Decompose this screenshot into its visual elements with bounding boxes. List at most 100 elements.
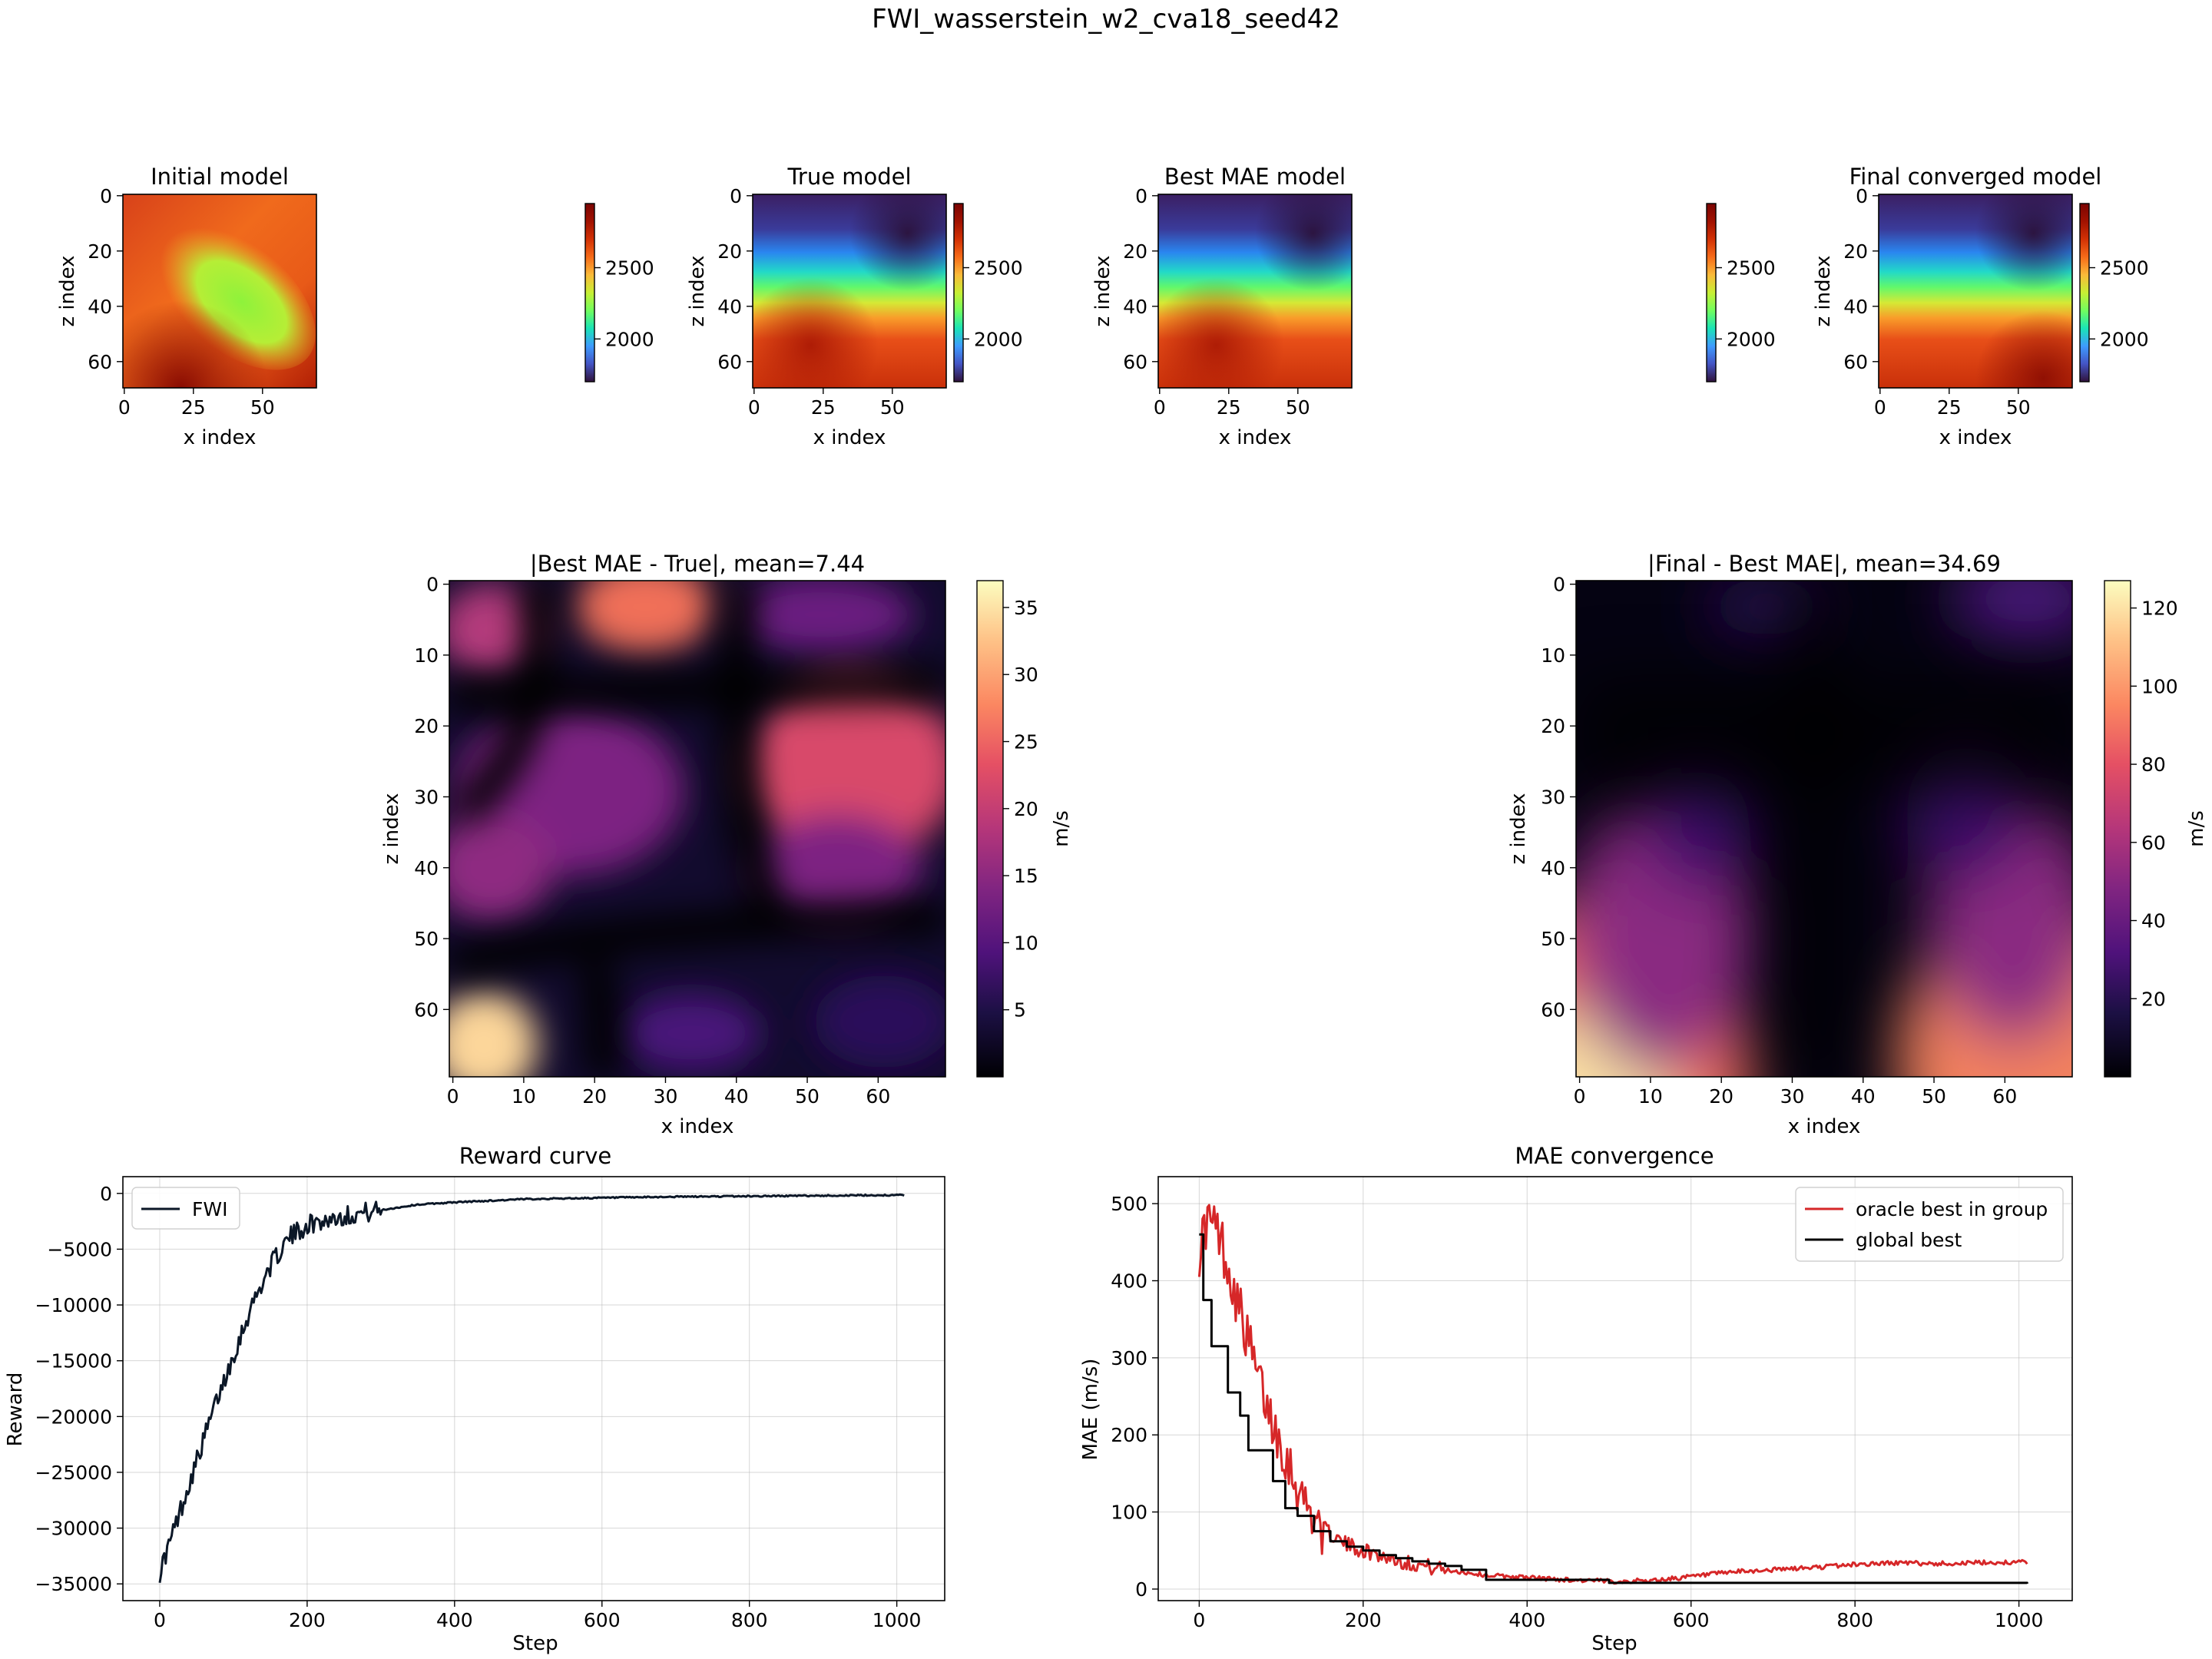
y-tick-label: 40 [1541, 857, 1565, 879]
colorbar-tick-label: 2000 [974, 328, 1023, 350]
panel-title: MAE convergence [1515, 1143, 1714, 1169]
y-tick-label: 60 [1541, 998, 1565, 1021]
x-axis-label: Step [512, 1632, 558, 1655]
x-tick-label: 1000 [1995, 1609, 2044, 1631]
colorbar-tick-label: 2000 [605, 328, 654, 350]
colorbar-label: m/s [1050, 810, 1073, 847]
panel-final-minus-best-mae: |Final - Best MAE|, mean=34.69 [1507, 551, 2208, 1138]
y-tick-label: −20000 [35, 1406, 112, 1428]
y-tick-label: 0 [1135, 185, 1147, 207]
series-line-0 [158, 1193, 905, 1583]
y-tick-label: 10 [1541, 644, 1565, 667]
axes-frame [1878, 194, 2073, 389]
x-tick-label: 50 [1922, 1085, 1946, 1108]
colorbar-tick-label: 25 [1014, 731, 1038, 753]
y-axis-label: z index [1091, 255, 1114, 326]
x-tick-label: 0 [118, 396, 131, 419]
colorbar-tick-label: 15 [1014, 865, 1038, 887]
y-tick-label: 50 [414, 928, 439, 950]
y-tick-label: 40 [88, 296, 112, 318]
y-tick-label: 0 [1856, 185, 1868, 207]
series-line-1 [1199, 1233, 2028, 1584]
y-axis-label: z index [56, 255, 79, 326]
y-tick-label: 10 [414, 644, 439, 667]
x-axis-label: x index [661, 1115, 734, 1138]
x-tick-label: 30 [1780, 1085, 1805, 1108]
panel-title: Final converged model [1849, 164, 2102, 190]
y-tick-label: 0 [1553, 574, 1565, 596]
y-tick-label: 20 [88, 240, 112, 263]
y-tick-label: −35000 [35, 1573, 112, 1595]
y-tick-label: 40 [414, 857, 439, 879]
legend: oracle best in group global best [1795, 1187, 2064, 1262]
x-tick-label: 0 [1154, 396, 1166, 419]
y-tick-label: −30000 [35, 1518, 112, 1540]
y-tick-label: 40 [717, 296, 742, 318]
y-tick-label: 0 [1135, 1578, 1147, 1601]
axes-frame [1575, 580, 2073, 1078]
panel-best-mae-minus-true: |Best MAE - True|, mean=7.44 [380, 551, 1073, 1138]
y-tick-label: 400 [1111, 1270, 1147, 1292]
y-tick-label: 20 [414, 715, 439, 737]
axes-frame [122, 194, 317, 389]
panel-title: True model [786, 164, 911, 190]
y-tick-label: 30 [1541, 786, 1565, 808]
x-tick-label: 0 [447, 1085, 459, 1108]
colorbar-tick-label: 80 [2141, 753, 2166, 776]
colorbar-tick-label: 2500 [605, 257, 654, 280]
colorbar-tick-label: 40 [2141, 910, 2166, 932]
heatmap-image [449, 581, 945, 1077]
x-tick-label: 40 [1851, 1085, 1876, 1108]
colorbar [2079, 203, 2090, 382]
axes-frame [752, 194, 947, 389]
x-tick-label: 400 [1508, 1609, 1545, 1631]
y-tick-label: 20 [717, 240, 742, 263]
x-tick-label: 25 [181, 396, 206, 419]
legend-label: FWI [192, 1198, 227, 1220]
y-tick-label: 20 [1123, 240, 1147, 263]
axes-frame [1157, 194, 1353, 389]
colorbar-tick-label: 2500 [2100, 257, 2149, 280]
axes-frame [449, 580, 946, 1078]
axes-frame [122, 1176, 945, 1601]
x-tick-label: 50 [795, 1085, 820, 1108]
figure-title: FWI_wasserstein_w2_cva18_seed42 [872, 4, 1340, 35]
y-tick-label: 0 [100, 1183, 112, 1205]
colorbar-tick-label: 2000 [1727, 328, 1776, 350]
x-axis-label: x index [813, 426, 886, 449]
panel-title: |Final - Best MAE|, mean=34.69 [1647, 551, 2001, 577]
legend-box [131, 1187, 240, 1230]
y-axis-label: z index [380, 793, 403, 864]
x-tick-label: 50 [1286, 396, 1310, 419]
panel-final-converged-model: Final converged model 0 25 50 0 20 40 60 x ind… [1812, 164, 2149, 449]
x-axis-label: x index [1788, 1115, 1861, 1138]
panel-title: Initial model [151, 164, 289, 190]
y-axis-label: z index [686, 255, 709, 326]
y-tick-label: 20 [1541, 715, 1565, 737]
x-tick-label: 50 [880, 396, 905, 419]
x-tick-label: 20 [582, 1085, 607, 1108]
x-tick-label: 0 [154, 1609, 166, 1631]
x-tick-label: 25 [1937, 396, 1962, 419]
colorbar-tick-label: 5 [1014, 999, 1026, 1022]
x-tick-label: 0 [1874, 396, 1886, 419]
colorbar-tick-label: 2500 [974, 257, 1023, 280]
x-tick-label: 0 [1574, 1085, 1586, 1108]
x-tick-label: 25 [811, 396, 836, 419]
y-tick-label: 40 [1843, 296, 1868, 318]
colorbar [2104, 580, 2131, 1078]
y-tick-label: 60 [1123, 351, 1147, 373]
x-tick-label: 600 [584, 1609, 621, 1631]
heatmap-image [1576, 581, 2072, 1077]
y-tick-label: 30 [414, 786, 439, 808]
panel-true-model: True model [686, 164, 1023, 449]
colorbar-tick-label: 100 [2141, 675, 2178, 697]
x-tick-label: 10 [1638, 1085, 1663, 1108]
y-axis-label: z index [1507, 793, 1530, 864]
legend-label: global best [1856, 1229, 1962, 1251]
y-tick-label: 60 [88, 351, 112, 373]
legend-label: oracle best in group [1856, 1198, 2048, 1220]
y-tick-label: 100 [1111, 1502, 1147, 1524]
panel-title: |Best MAE - True|, mean=7.44 [530, 551, 865, 577]
